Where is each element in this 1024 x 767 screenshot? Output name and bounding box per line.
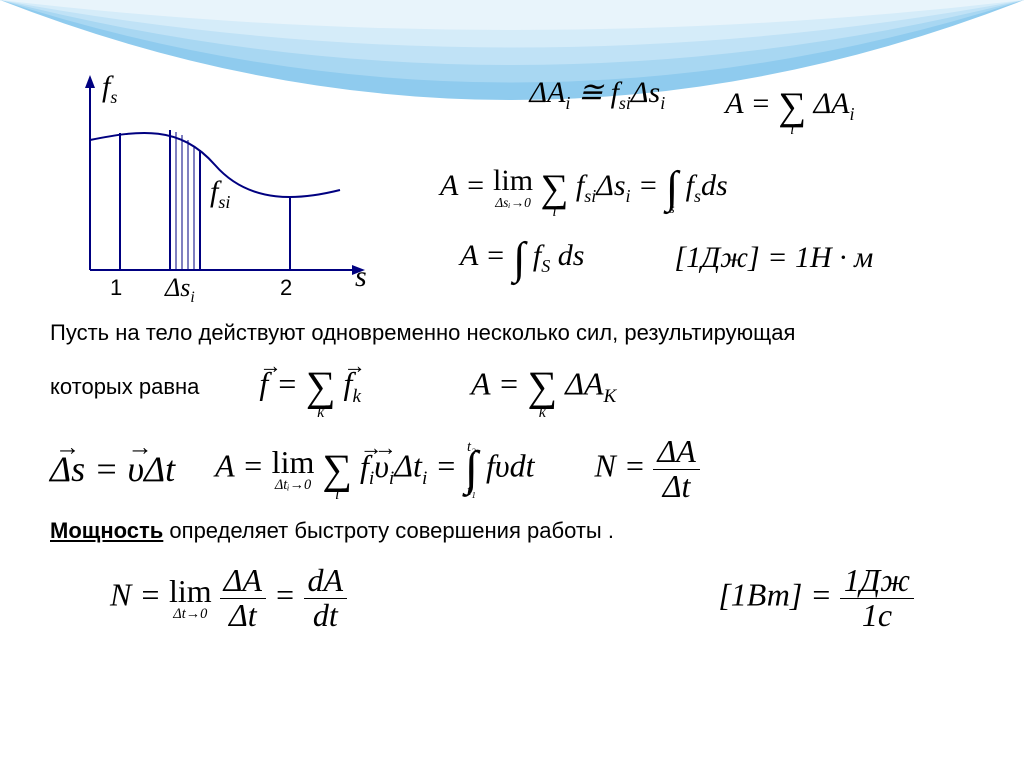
formula-A-integral: A = ∫ fS ds xyxy=(460,239,584,277)
formula-A-sum-k: A = ∑k ΔAK xyxy=(471,354,616,420)
slide-content: fs fsi 1 Δsi 2 s ΔAi ≅ fsiΔsi A = ∑i ΔAi xyxy=(0,0,1024,653)
x-label-1: 1 xyxy=(110,275,122,301)
work-integral-graph: fs fsi 1 Δsi 2 s xyxy=(50,70,380,310)
formula-N-avg: N = ΔAΔt xyxy=(595,435,700,503)
text-forces-intro-1: Пусть на тело действуют одновременно нес… xyxy=(50,320,974,346)
curve-label-sub: si xyxy=(218,192,230,212)
formula-joule-unit: [1Дж] = 1H · м xyxy=(674,241,873,275)
axis-x-label: s xyxy=(355,260,367,294)
formula-watt-unit: [1Вт] = 1Дж1с xyxy=(718,564,914,632)
formula-A-sum: A = ∑i ΔAi xyxy=(725,75,854,137)
formula-A-limit-integral: A = limΔsᵢ→0 ∑i fsiΔsi = ∫s fsds xyxy=(440,157,974,219)
formula-A-limit-time: A = limΔtᵢ→0 ∑i fiυiΔti = t₂∫t₁ fυdt xyxy=(215,436,534,502)
text-forces-intro-2: которых равна xyxy=(50,374,199,400)
x-label-ds: Δs xyxy=(165,273,190,302)
formula-dA-approx: ΔAi ≅ fsiΔsi xyxy=(529,75,665,137)
text-power-def: Мощность определяет быстроту совершения … xyxy=(50,518,974,544)
x-label-2: 2 xyxy=(280,275,292,301)
formula-ds-vdt: Δs = υΔt xyxy=(50,448,175,490)
formula-N-limit: N = limΔt→0 ΔAΔt = dAdt xyxy=(110,564,347,632)
formula-f-sum: f = ∑k fk xyxy=(259,354,361,420)
axis-y-sub: s xyxy=(110,87,117,107)
x-label-ds-sub: i xyxy=(190,289,194,306)
